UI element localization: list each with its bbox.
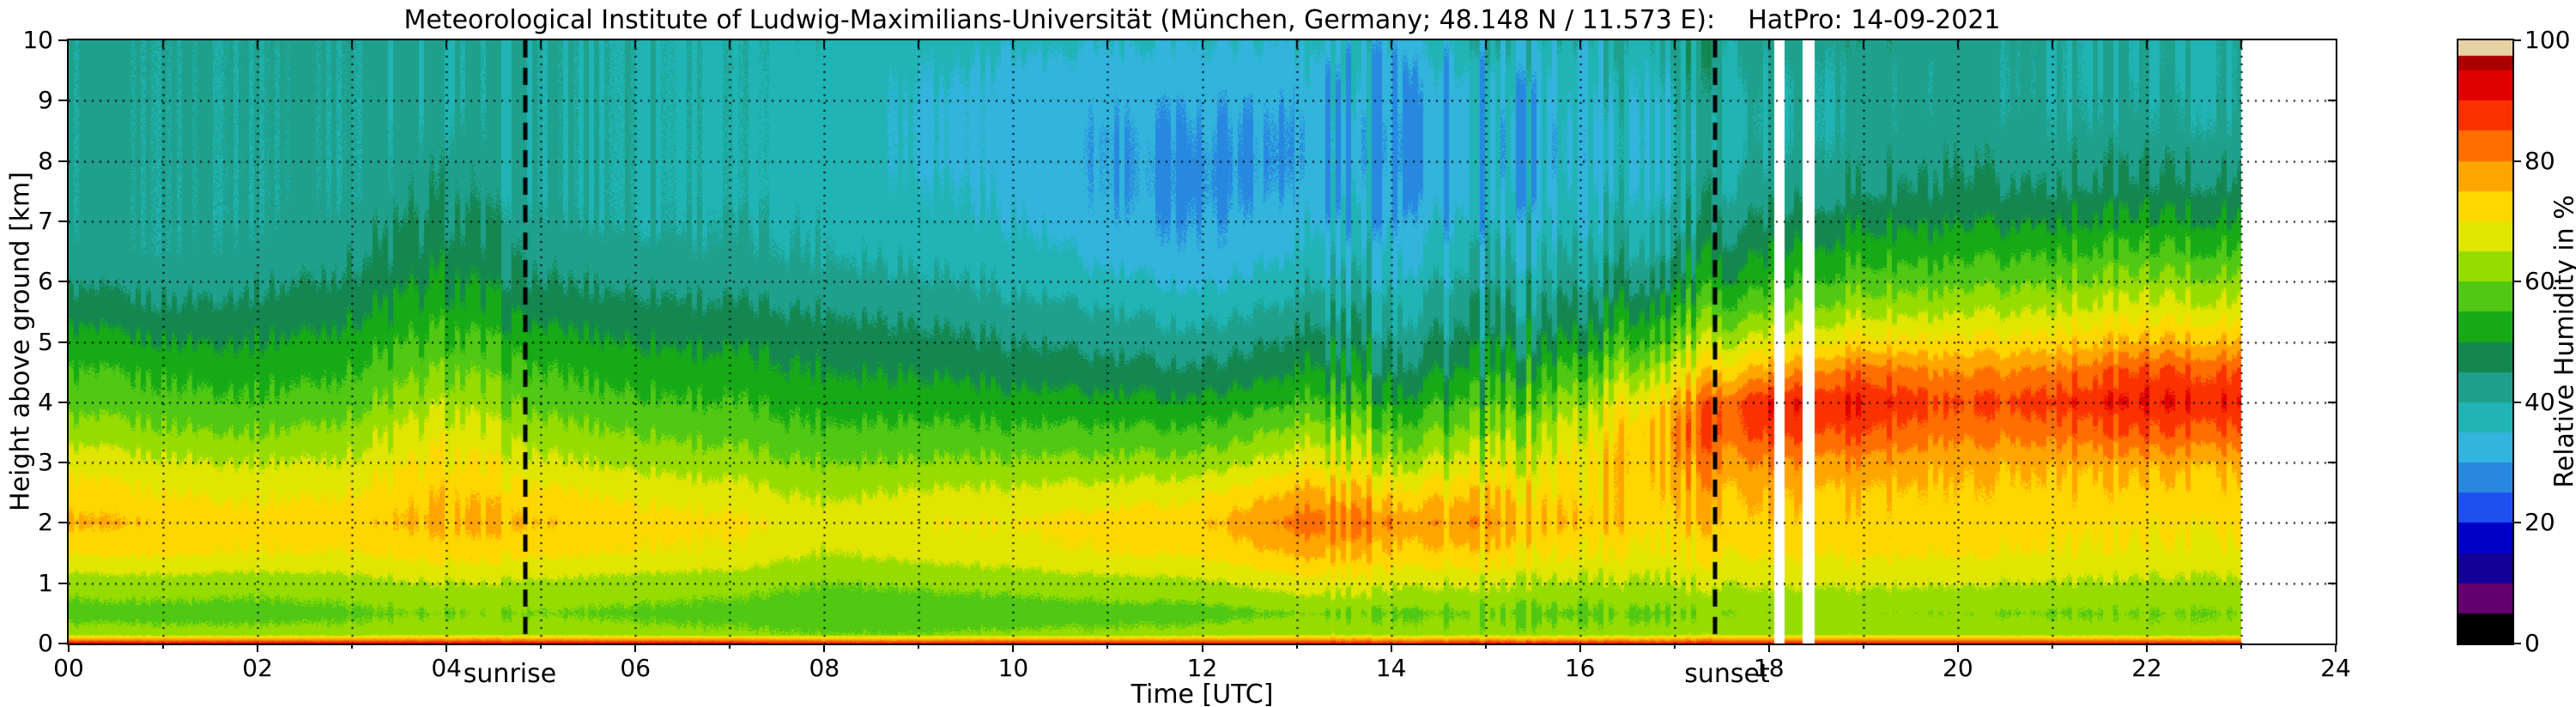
x-tick-label: 14 bbox=[1375, 654, 1407, 682]
x-minor-tick-mark bbox=[2240, 644, 2242, 649]
colorbar-tick-mark bbox=[2512, 39, 2521, 41]
x-tick-label: 12 bbox=[1186, 654, 1218, 682]
x-tick-label: 06 bbox=[620, 654, 652, 682]
x-minor-tick-mark bbox=[1295, 644, 1298, 649]
x-tick-label: 02 bbox=[242, 654, 273, 682]
x-tick-mark bbox=[445, 644, 448, 652]
x-tick-mark bbox=[68, 644, 70, 652]
colorbar bbox=[2457, 39, 2514, 645]
y-tick-label: 10 bbox=[22, 26, 53, 54]
colorbar-canvas bbox=[2458, 40, 2512, 644]
x-minor-tick-mark bbox=[2051, 644, 2053, 649]
y-tick-label: 4 bbox=[38, 387, 53, 416]
x-minor-tick-mark bbox=[918, 644, 920, 649]
y-tick-label: 0 bbox=[38, 629, 53, 657]
y-tick-label: 5 bbox=[38, 327, 53, 356]
colorbar-tick-mark bbox=[2512, 643, 2521, 644]
y-tick-mark bbox=[58, 401, 67, 403]
x-tick-label: 10 bbox=[997, 654, 1029, 682]
x-tick-label: 04 bbox=[431, 654, 462, 682]
x-tick-mark bbox=[1767, 644, 1770, 652]
chart-title: Meteorological Institute of Ludwig-Maxim… bbox=[403, 5, 2001, 35]
x-tick-mark bbox=[823, 644, 826, 652]
y-tick-mark bbox=[58, 39, 67, 41]
x-minor-tick-mark bbox=[1484, 644, 1487, 649]
x-tick-mark bbox=[2335, 644, 2337, 652]
x-tick-label: 08 bbox=[809, 654, 840, 682]
x-minor-tick-mark bbox=[1106, 644, 1109, 649]
x-minor-tick-mark bbox=[162, 644, 165, 649]
y-tick-label: 7 bbox=[38, 206, 53, 235]
sunset-label: sunset bbox=[1684, 659, 1770, 689]
y-tick-mark bbox=[58, 160, 67, 162]
colorbar-tick-label: 40 bbox=[2524, 387, 2555, 416]
colorbar-tick-label: 0 bbox=[2524, 629, 2540, 657]
y-tick-mark bbox=[58, 341, 67, 343]
y-tick-mark bbox=[58, 643, 67, 644]
x-minor-tick-mark bbox=[729, 644, 731, 649]
x-tick-mark bbox=[1201, 644, 1203, 652]
colorbar-tick-label: 60 bbox=[2524, 267, 2555, 296]
y-tick-mark bbox=[58, 462, 67, 464]
x-tick-mark bbox=[1390, 644, 1392, 652]
humidity-heatmap-canvas bbox=[69, 40, 2336, 644]
colorbar-tick-mark bbox=[2512, 281, 2521, 283]
y-tick-mark bbox=[58, 582, 67, 584]
colorbar-tick-mark bbox=[2512, 522, 2521, 524]
x-tick-label: 20 bbox=[1943, 654, 1973, 682]
x-minor-tick-mark bbox=[540, 644, 542, 649]
x-minor-tick-mark bbox=[1673, 644, 1676, 649]
y-tick-label: 3 bbox=[38, 448, 53, 477]
x-tick-mark bbox=[1579, 644, 1581, 652]
y-tick-mark bbox=[58, 220, 67, 222]
y-tick-label: 8 bbox=[38, 146, 53, 175]
y-tick-label: 2 bbox=[38, 508, 53, 537]
colorbar-tick-mark bbox=[2512, 160, 2521, 162]
x-axis-label: Time [UTC] bbox=[1130, 680, 1274, 707]
sunrise-label: sunrise bbox=[463, 659, 557, 689]
colorbar-tick-label: 80 bbox=[2524, 146, 2555, 175]
x-tick-label: 16 bbox=[1564, 654, 1596, 682]
x-minor-tick-mark bbox=[1862, 644, 1864, 649]
y-tick-mark bbox=[58, 100, 67, 102]
x-tick-label: 24 bbox=[2320, 654, 2351, 682]
colorbar-label: Relative Humidity in % bbox=[2549, 195, 2576, 488]
y-tick-mark bbox=[58, 281, 67, 283]
x-tick-mark bbox=[1012, 644, 1015, 652]
x-tick-mark bbox=[257, 644, 259, 652]
y-tick-label: 6 bbox=[38, 267, 53, 296]
y-tick-label: 9 bbox=[38, 86, 53, 115]
colorbar-tick-mark bbox=[2512, 401, 2521, 403]
x-minor-tick-mark bbox=[351, 644, 354, 649]
x-tick-label: 00 bbox=[53, 654, 84, 682]
colorbar-tick-label: 20 bbox=[2524, 508, 2555, 537]
x-tick-label: 18 bbox=[1753, 654, 1785, 682]
x-tick-mark bbox=[634, 644, 637, 652]
x-tick-label: 22 bbox=[2131, 654, 2162, 682]
y-tick-mark bbox=[58, 522, 67, 524]
x-tick-mark bbox=[2145, 644, 2148, 652]
x-tick-mark bbox=[1956, 644, 1959, 652]
plot-area bbox=[67, 39, 2337, 645]
colorbar-tick-label: 100 bbox=[2524, 26, 2571, 54]
y-tick-label: 1 bbox=[38, 568, 53, 597]
